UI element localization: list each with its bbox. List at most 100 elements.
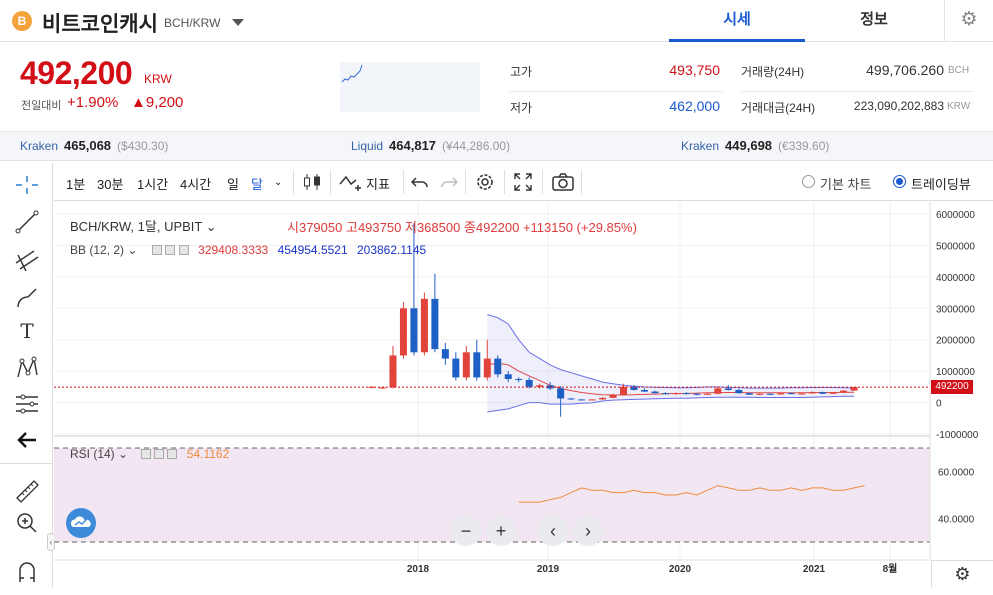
- text-tool-icon[interactable]: T: [20, 319, 34, 343]
- indicator-icon[interactable]: [339, 172, 363, 197]
- zoom-in-icon[interactable]: [10, 508, 44, 538]
- trend-line-icon[interactable]: [10, 207, 44, 237]
- rsi-axis-label: 40.0000: [938, 515, 975, 526]
- exchange-name: Liquid: [351, 139, 384, 153]
- eye-icon[interactable]: [152, 245, 163, 255]
- tab-info[interactable]: 정보: [860, 11, 888, 28]
- interval-day[interactable]: 일: [227, 177, 239, 192]
- price-chart[interactable]: 6000000 5000000 4000000 3000000 2000000 10000…: [54, 202, 993, 588]
- interval-30m[interactable]: 30분: [97, 177, 124, 192]
- camera-icon[interactable]: [551, 172, 575, 197]
- candle-body: [703, 393, 711, 395]
- caret-down-icon[interactable]: [232, 19, 244, 26]
- price-axis-label: -1000000: [936, 430, 979, 441]
- exchange-price: 465,068: [64, 138, 112, 153]
- crosshair-icon[interactable]: [10, 170, 44, 200]
- divider: [293, 170, 294, 194]
- candle: [714, 386, 722, 395]
- candle-body: [525, 379, 533, 387]
- candle: [777, 392, 785, 395]
- change-value: +113150 (+29.85%): [522, 220, 637, 235]
- candle: [368, 386, 376, 389]
- zoom-in-button[interactable]: +: [486, 516, 516, 546]
- exchange-price: 449,698: [725, 138, 773, 153]
- rsi-value: 54.1162: [186, 447, 230, 461]
- exchange-name: Kraken: [681, 139, 720, 153]
- symbol-text: BCH/KRW, 1달, UPBIT: [70, 219, 203, 234]
- zoom-out-button[interactable]: −: [451, 516, 481, 546]
- candle: [829, 391, 837, 395]
- volume-value: 499,706.260: [866, 62, 944, 78]
- time-axis-label: 2018: [407, 564, 430, 575]
- scroll-right-button[interactable]: ›: [573, 516, 603, 546]
- bb-upper-value: 454954.5521: [277, 243, 348, 257]
- tradingview-logo-icon[interactable]: [66, 508, 96, 538]
- arrow-left-icon[interactable]: [10, 425, 44, 455]
- ruler-icon[interactable]: [10, 474, 44, 504]
- undo-icon[interactable]: [410, 174, 429, 195]
- basic-chart-label: 기본 차트: [820, 177, 872, 192]
- bollinger-band-fill: [487, 314, 855, 412]
- candle-type-icon[interactable]: [301, 171, 323, 198]
- interval-dropdown-icon[interactable]: ⌄: [274, 177, 283, 188]
- magnet-icon[interactable]: [10, 556, 44, 586]
- candle-body: [808, 392, 816, 394]
- divider: [465, 170, 466, 194]
- indicator-button[interactable]: 지표: [366, 177, 390, 192]
- tab-price[interactable]: 시세: [669, 0, 805, 42]
- price-axis-label: 3000000: [936, 304, 975, 315]
- bb-basis-value: 329408.3333: [198, 243, 269, 257]
- close-icon[interactable]: [167, 449, 178, 459]
- fib-retracement-icon[interactable]: [10, 245, 44, 275]
- radio-tradingview[interactable]: [893, 175, 906, 188]
- eye-icon[interactable]: [140, 449, 151, 459]
- interval-month[interactable]: 달: [251, 177, 263, 192]
- pattern-icon[interactable]: [10, 353, 44, 383]
- interval-1h[interactable]: 1시간: [137, 177, 169, 192]
- rsi-legend[interactable]: RSI (14) ⌄ 54.1162: [70, 447, 230, 461]
- bb-legend[interactable]: BB (12, 2) ⌄ 329408.3333 454954.5521 203…: [70, 243, 427, 257]
- rsi-axis-label: 60.0000: [938, 468, 975, 479]
- bb-lower-value: 203862.1145: [356, 243, 427, 257]
- exchange-item[interactable]: Kraken 449,698 (€339.60): [681, 138, 829, 153]
- close-icon[interactable]: [178, 245, 189, 255]
- candle: [672, 392, 680, 395]
- redo-icon[interactable]: [440, 174, 459, 195]
- candle-body: [494, 358, 502, 375]
- low-value: 368500: [416, 220, 461, 235]
- candle: [840, 390, 848, 394]
- settings-icon[interactable]: [165, 245, 176, 255]
- fullscreen-icon[interactable]: [513, 172, 533, 197]
- candle: [452, 352, 460, 381]
- price-sparkline: [340, 62, 480, 112]
- exchange-item[interactable]: Kraken 465,068 ($430.30): [20, 138, 168, 153]
- gear-icon[interactable]: ⚙: [944, 0, 993, 42]
- interval-1m[interactable]: 1분: [66, 177, 86, 192]
- trade-amount-label: 거래대금(24H): [741, 101, 816, 115]
- divider: [542, 170, 543, 194]
- exchange-item[interactable]: Liquid 464,817 (¥44,286.00): [351, 138, 510, 153]
- open-label: 시: [287, 220, 299, 235]
- chart-legend-symbol[interactable]: BCH/KRW, 1달, UPBIT ⌄: [70, 219, 217, 234]
- tradingview-label: 트레이딩뷰: [911, 177, 971, 192]
- prediction-icon[interactable]: [10, 389, 44, 419]
- sparkline-svg: [341, 64, 363, 83]
- divider: [581, 170, 582, 194]
- radio-basic-chart[interactable]: [802, 175, 815, 188]
- candle-body: [777, 393, 785, 395]
- settings-icon[interactable]: [154, 449, 165, 459]
- scroll-left-button[interactable]: ‹: [538, 516, 568, 546]
- chart-settings-icon[interactable]: ⚙: [931, 560, 993, 588]
- last-price-tag: 492200: [931, 380, 973, 394]
- candle: [494, 355, 502, 378]
- candle-body: [672, 393, 680, 395]
- candle-body: [850, 387, 858, 391]
- candle: [483, 339, 491, 381]
- exchange-foreign-price: (€339.60): [778, 139, 830, 153]
- brush-icon[interactable]: [10, 283, 44, 313]
- settings-gear-icon[interactable]: [474, 171, 496, 198]
- close-value: 492200: [475, 220, 520, 235]
- volume-label: 거래량(24H): [741, 65, 805, 79]
- interval-4h[interactable]: 4시간: [180, 177, 212, 192]
- high-value: 493,750: [669, 62, 720, 78]
